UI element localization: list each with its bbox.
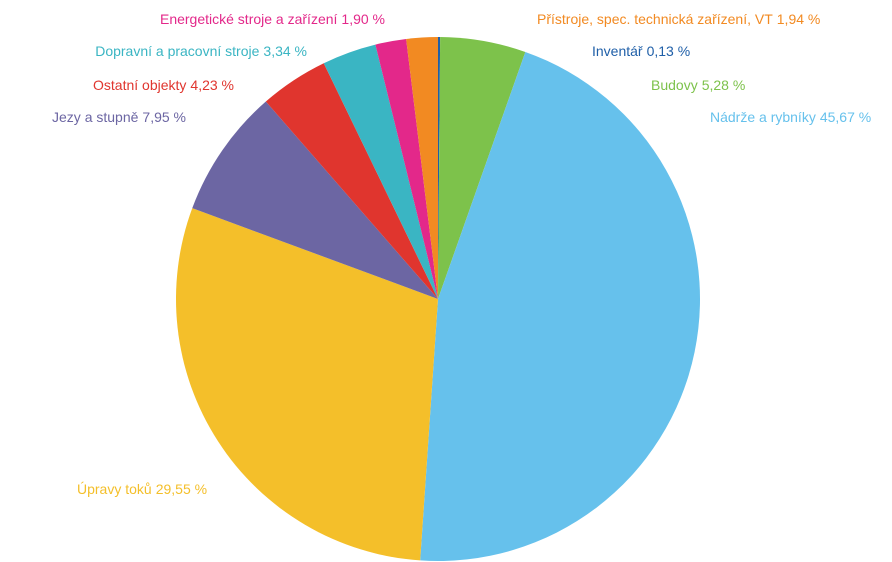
pie-slice [420,51,700,561]
pie-slice [438,37,526,300]
slice-label: Dopravní a pracovní stroje 3,34 % [95,43,307,59]
slice-label: Nádrže a rybníky 45,67 % [710,109,871,125]
value-label: 45,67 % [820,109,871,125]
category-name: Jezy a stupně [52,109,139,125]
slice-label: Ostatní objekty 4,23 % [93,77,234,93]
pie-slice [176,208,439,561]
pie-slice [192,101,438,299]
value-label: 7,95 % [142,109,186,125]
value-label: 3,34 % [263,43,307,59]
slice-label: Budovy 5,28 % [651,77,745,93]
pie-slice [323,44,438,299]
pie-slice [406,37,438,299]
pie-slice [375,38,438,299]
category-name: Budovy [651,77,698,93]
category-name: Ostatní objekty [93,77,186,93]
slice-label: Inventář 0,13 % [592,43,690,59]
category-name: Inventář [592,43,643,59]
slice-label: Jezy a stupně 7,95 % [52,109,186,125]
pie-slice [265,63,438,299]
category-name: Dopravní a pracovní stroje [95,43,259,59]
value-label: 29,55 % [156,481,207,497]
value-label: 1,94 % [777,11,821,27]
slice-label: Přístroje, spec. technická zařízení, VT 1… [537,11,820,27]
value-label: 1,90 % [341,11,385,27]
category-name: Energetické stroje a zařízení [160,11,338,27]
category-name: Přístroje, spec. technická zařízení, VT [537,11,773,27]
category-name: Úpravy toků [77,481,152,497]
value-label: 5,28 % [702,77,746,93]
value-label: 0,13 % [647,43,691,59]
slice-label: Energetické stroje a zařízení 1,90 % [160,11,385,27]
value-label: 4,23 % [190,77,234,93]
pie-slice [438,37,441,299]
category-name: Nádrže a rybníky [710,109,816,125]
slice-label: Úpravy toků 29,55 % [77,481,207,497]
